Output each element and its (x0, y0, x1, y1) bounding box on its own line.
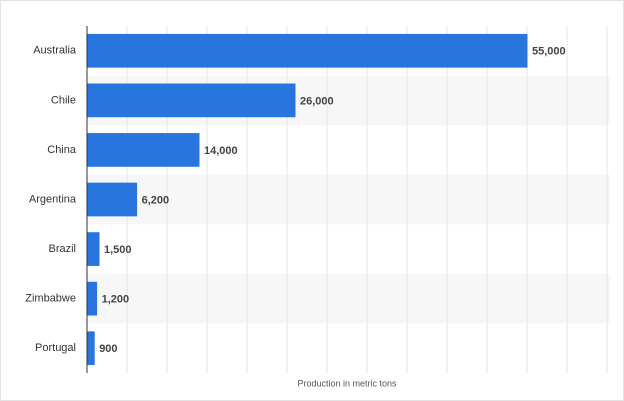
bar (87, 331, 95, 366)
value-label: 6,200 (142, 194, 170, 206)
value-label: 14,000 (204, 145, 238, 157)
bar (87, 232, 100, 266)
value-label: 1,500 (104, 244, 132, 256)
y-tick-label: Chile (51, 94, 76, 106)
y-tick-label: Portugal (35, 342, 76, 354)
x-axis-label: Production in metric tons (297, 378, 397, 388)
bar (87, 182, 138, 217)
row-band (87, 174, 610, 225)
y-tick-label: Zimbabwe (25, 293, 76, 305)
value-label: 900 (99, 343, 117, 355)
value-label: 26,000 (300, 95, 334, 107)
bar (87, 133, 200, 167)
value-label: 1,200 (102, 294, 130, 306)
y-tick-label: China (47, 144, 77, 156)
value-label: 55,000 (532, 46, 566, 58)
y-tick-label: Brazil (48, 243, 76, 255)
y-tick-label: Australia (33, 45, 77, 57)
y-tick-label: Argentina (29, 193, 77, 205)
bar (87, 33, 528, 68)
row-band (87, 273, 610, 324)
bar (87, 83, 296, 118)
bar (87, 281, 98, 316)
